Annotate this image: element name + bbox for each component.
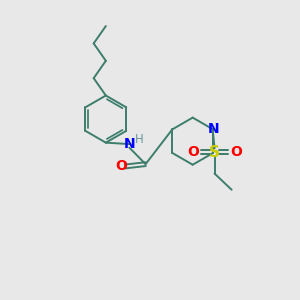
- Text: O: O: [115, 160, 127, 173]
- Text: H: H: [135, 133, 144, 146]
- Text: S: S: [209, 145, 220, 160]
- Text: N: N: [207, 122, 219, 136]
- Text: O: O: [230, 146, 242, 159]
- Text: O: O: [187, 146, 199, 159]
- Text: N: N: [124, 137, 136, 151]
